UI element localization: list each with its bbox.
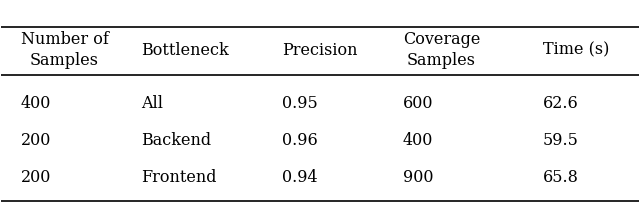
Text: 400: 400	[403, 132, 433, 149]
Text: 0.95: 0.95	[282, 95, 317, 112]
Text: 200: 200	[20, 132, 51, 149]
Text: 0.96: 0.96	[282, 132, 317, 149]
Text: Bottleneck: Bottleneck	[141, 42, 229, 59]
Text: All: All	[141, 95, 164, 112]
Text: Coverage
Samples: Coverage Samples	[403, 31, 480, 69]
Text: Time (s): Time (s)	[543, 42, 609, 59]
Text: 900: 900	[403, 169, 433, 186]
Text: Backend: Backend	[141, 132, 212, 149]
Text: Frontend: Frontend	[141, 169, 217, 186]
Text: Number of
Samples: Number of Samples	[20, 31, 108, 69]
Text: 600: 600	[403, 95, 433, 112]
Text: 62.6: 62.6	[543, 95, 579, 112]
Text: 65.8: 65.8	[543, 169, 579, 186]
Text: 0.94: 0.94	[282, 169, 317, 186]
Text: 200: 200	[20, 169, 51, 186]
Text: Precision: Precision	[282, 42, 357, 59]
Text: 400: 400	[20, 95, 51, 112]
Text: 59.5: 59.5	[543, 132, 579, 149]
